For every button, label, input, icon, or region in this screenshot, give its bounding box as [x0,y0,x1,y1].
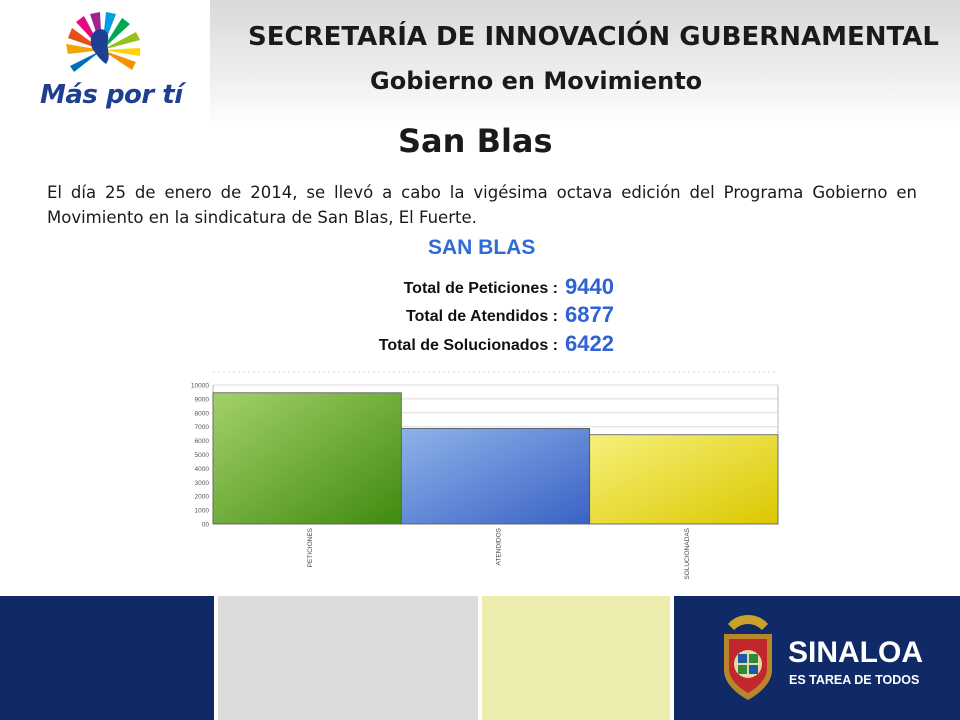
stat-label: Total de Atendidos : [406,308,558,325]
y-tick-label: 1000 [195,508,210,515]
footer-block-brand [674,596,960,720]
x-tick-label: ATENDIDOS [496,527,503,565]
footer-block-yellow [482,596,670,720]
logo-text: Más por tí [40,80,183,110]
y-tick-label: 8000 [195,410,210,417]
description-paragraph: El día 25 de enero de 2014, se llevó a c… [47,183,917,227]
coat-of-arms-icon [724,615,772,700]
chart-title: SAN BLAS [428,236,536,259]
y-tick-label: 00 [202,522,210,529]
bar-solucionadas [589,434,779,525]
stat-label: Total de Peticiones : [403,280,558,297]
stat-value: 6877 [565,302,614,327]
y-tick-label: 2000 [195,494,210,501]
stat-value: 6422 [565,331,614,356]
x-tick-label: SOLUCIONADAS [684,527,691,579]
brand-tagline: ES TAREA DE TODOS [789,673,920,687]
stat-label: Total de Solucionados : [378,337,558,354]
page-title: SECRETARÍA DE INNOVACIÓN GUBERNAMENTAL [248,22,939,52]
y-tick-label: 3000 [195,480,210,487]
y-axis-ticks: 00 1000 2000 3000 4000 5000 6000 7000 8000 9000 10… [191,383,209,529]
stat-value: 9440 [565,274,614,299]
y-tick-label: 5000 [195,452,210,459]
y-tick-label: 6000 [195,438,210,445]
footer-block-grey [218,596,478,720]
chart-bars [212,392,779,525]
footer-block-navy [0,596,214,720]
bar-atendidos [400,428,591,525]
y-tick-label: 4000 [195,466,210,473]
y-tick-label: 9000 [195,396,210,403]
x-tick-label: PETICIONES [307,527,314,567]
x-axis-labels: PETICIONES ATENDIDOS SOLUCIONADAS [307,527,691,579]
y-tick-label: 7000 [195,424,210,431]
y-tick-label: 10000 [191,383,209,390]
brand-name: SINALOA [788,636,923,669]
place-title: San Blas [398,122,553,160]
sunburst-logo-icon [66,12,140,72]
page-subtitle: Gobierno en Movimiento [370,67,703,95]
bar-peticiones [212,392,402,525]
logo: Más por tí [0,0,210,125]
bar-chart: 00 1000 2000 3000 4000 5000 6000 7000 8000 9000 10… [191,371,779,580]
